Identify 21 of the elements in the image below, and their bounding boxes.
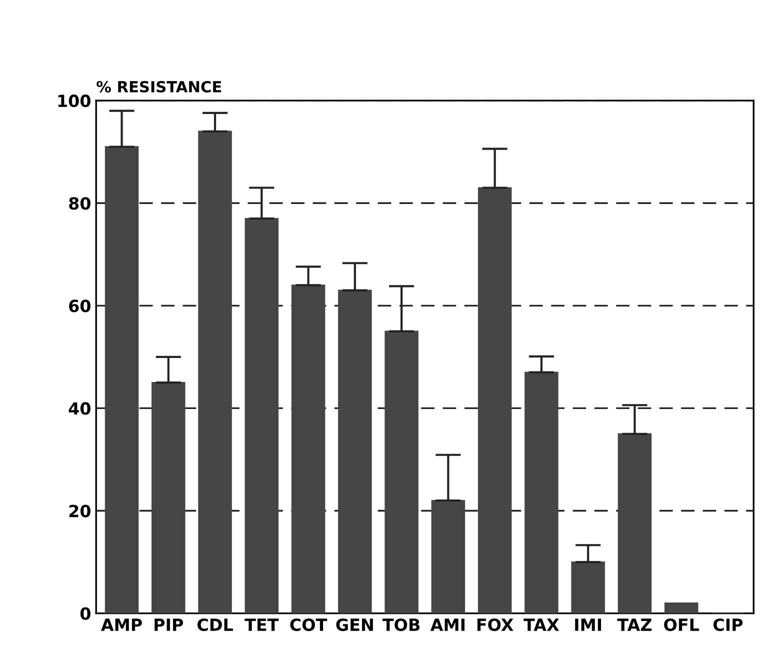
x-tick-label: OFL <box>664 618 699 632</box>
y-tick-label: 60 <box>69 300 90 312</box>
x-tick-label: FOX <box>477 618 514 632</box>
x-tick-label: COT <box>290 618 328 632</box>
x-tick-label: TAZ <box>617 618 652 631</box>
y-axis-title: % RESISTANCE <box>96 80 222 93</box>
y-tick-label: 80 <box>69 197 90 210</box>
y-tick-label: 100 <box>58 94 90 108</box>
x-tick-label: TET <box>244 618 279 631</box>
x-tick-label: TAX <box>524 618 560 631</box>
x-tick-label: GEN <box>336 618 373 632</box>
y-tick-label: 40 <box>68 402 90 415</box>
x-tick-label: AMP <box>101 618 142 631</box>
x-tick-label: TOB <box>382 618 420 632</box>
x-tick-label: CIP <box>713 618 743 632</box>
x-tick-label: IMI <box>575 618 602 631</box>
x-tick-label: PIP <box>154 618 184 631</box>
x-tick-label: AMI <box>430 618 464 631</box>
y-tick-label: 0 <box>80 607 90 620</box>
y-tick-label: 20 <box>69 504 90 518</box>
x-tick-label: CDL <box>198 618 233 632</box>
